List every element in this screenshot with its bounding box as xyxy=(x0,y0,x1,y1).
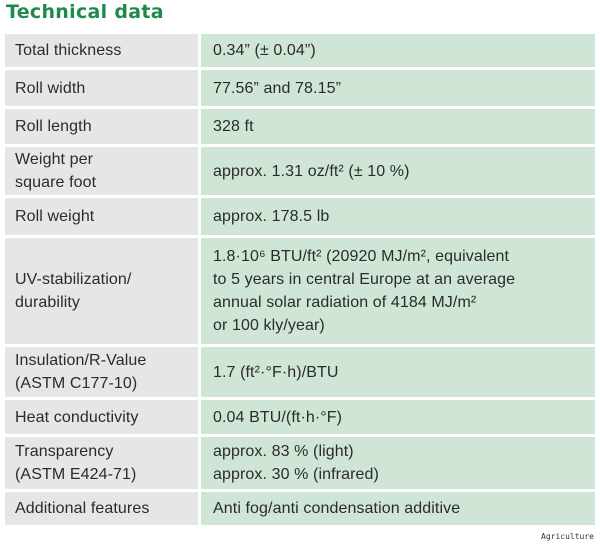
page-title: Technical data xyxy=(6,1,164,23)
row-value-roll-weight: approx. 178.5 lb xyxy=(201,198,595,238)
row-label-transparency: Transparency (ASTM E424-71) xyxy=(5,437,201,492)
row-label-insulation-r-value: Insulation/R-Value (ASTM C177-10) xyxy=(5,347,201,400)
row-value-additional-features: Anti fog/anti condensation additive xyxy=(201,492,595,528)
row-value-transparency: approx. 83 % (light) approx. 30 % (infra… xyxy=(201,437,595,492)
row-value-weight-per-square-foot: approx. 1.31 oz/ft² (± 10 %) xyxy=(201,147,595,198)
row-label-roll-width: Roll width xyxy=(5,70,201,109)
row-label-weight-per-square-foot: Weight per square foot xyxy=(5,147,201,198)
row-value-total-thickness: 0.34” (± 0.04”) xyxy=(201,34,595,70)
row-label-additional-features: Additional features xyxy=(5,492,201,528)
row-value-insulation-r-value: 1.7 (ft²·°F·h)/BTU xyxy=(201,347,595,400)
row-value-roll-length: 328 ft xyxy=(201,109,595,147)
category-tag: Agriculture xyxy=(541,532,594,541)
row-label-heat-conductivity: Heat conductivity xyxy=(5,400,201,437)
row-label-uv-stabilization: UV-stabilization/ durability xyxy=(5,238,201,347)
row-value-uv-stabilization: 1.8·10⁶ BTU/ft² (20920 MJ/m², equivalent… xyxy=(201,238,595,347)
row-value-heat-conductivity: 0.04 BTU/(ft·h·°F) xyxy=(201,400,595,437)
row-label-roll-weight: Roll weight xyxy=(5,198,201,238)
row-label-total-thickness: Total thickness xyxy=(5,34,201,70)
row-value-roll-width: 77.56” and 78.15” xyxy=(201,70,595,109)
technical-data-table: Total thickness 0.34” (± 0.04”) Roll wid… xyxy=(5,34,595,528)
row-label-roll-length: Roll length xyxy=(5,109,201,147)
